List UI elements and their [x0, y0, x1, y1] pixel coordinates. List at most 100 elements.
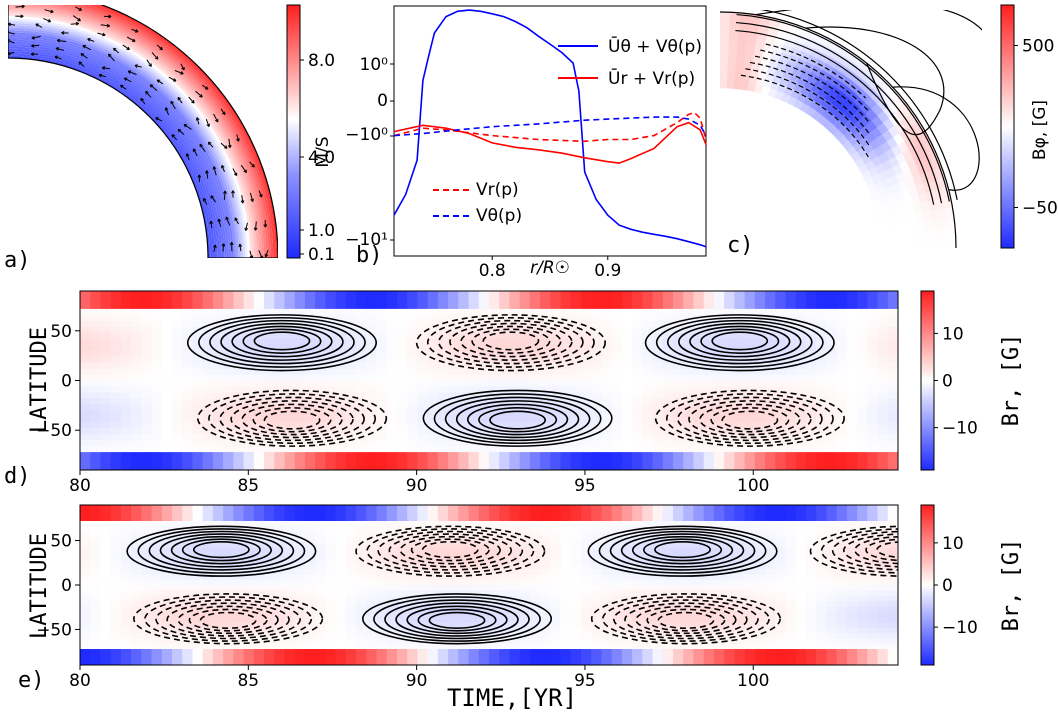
- flow-arrowhead: [98, 73, 103, 78]
- heatmap-cell: [877, 416, 889, 423]
- heatmap-cell: [713, 291, 725, 298]
- flow-arrowhead: [149, 84, 154, 88]
- heatmap-cell: [386, 510, 398, 517]
- heatmap-cell: [110, 654, 122, 661]
- heatmap-cell: [846, 296, 858, 304]
- heatmap-cell: [161, 595, 173, 602]
- heatmap-cell: [141, 595, 153, 602]
- heatmap-cell: [212, 569, 224, 575]
- heatmap-cell: [795, 440, 807, 447]
- heatmap-cell: [110, 574, 122, 581]
- heatmap-cell: [683, 338, 695, 346]
- heatmap-cell: [151, 308, 163, 316]
- heatmap-cell: [356, 627, 367, 634]
- heatmap-cell: [662, 428, 674, 435]
- heatmap-cell: [202, 410, 214, 417]
- heatmap-cell: [120, 356, 132, 364]
- heatmap-cell: [182, 585, 194, 591]
- heatmap-cell: [356, 350, 367, 358]
- heatmap-cell: [683, 649, 695, 655]
- heatmap-cell: [540, 380, 551, 388]
- heatmap-cell: [887, 446, 898, 453]
- heatmap-cell: [581, 585, 592, 591]
- heatmap-cell: [642, 428, 654, 435]
- heatmap-cell: [795, 296, 807, 304]
- heatmap-cell: [499, 296, 511, 304]
- heatmap-cell: [233, 617, 245, 623]
- heatmap-cell: [713, 332, 725, 340]
- heatmap-cell: [458, 659, 470, 665]
- heatmap-cell: [591, 611, 603, 618]
- heatmap-cell: [540, 362, 551, 370]
- heatmap-cell: [540, 595, 551, 602]
- heatmap-cell: [120, 633, 132, 639]
- heatmap-cell: [304, 410, 316, 417]
- heatmap-cell: [489, 553, 500, 559]
- heatmap-cell: [509, 446, 521, 453]
- heatmap-cell: [489, 654, 500, 661]
- heatmap-cell: [652, 622, 664, 629]
- heatmap-cell: [131, 386, 142, 394]
- heatmap-cell: [560, 398, 572, 405]
- heatmap-cell: [407, 617, 419, 623]
- heatmap-cell: [642, 440, 654, 447]
- heatmap-cell: [172, 320, 183, 328]
- heatmap-cell: [192, 458, 204, 465]
- heatmap-cell: [713, 547, 725, 554]
- heatmap-cell: [754, 464, 766, 470]
- panel-b-lines: [393, 9, 707, 248]
- heatmap-cell: [591, 531, 603, 538]
- heatmap-cell: [356, 606, 367, 613]
- heatmap-cell: [161, 308, 173, 316]
- heatmap-cell: [315, 302, 326, 310]
- heatmap-cell: [448, 374, 459, 382]
- heatmap-cell: [120, 434, 132, 441]
- heatmap-cell: [396, 458, 408, 465]
- heatmap-cell: [805, 350, 817, 358]
- heatmap-cell: [550, 558, 562, 565]
- field-cell: [894, 239, 904, 248]
- heatmap-cell: [611, 332, 623, 340]
- heatmap-cell: [703, 537, 715, 543]
- heatmap-cell: [632, 633, 643, 639]
- heatmap-cell: [325, 590, 337, 597]
- heatmap-cell: [591, 452, 603, 459]
- heatmap-cell: [489, 526, 500, 533]
- heatmap-cell: [427, 452, 439, 459]
- heatmap-cell: [233, 505, 245, 511]
- heatmap-cell: [192, 350, 204, 358]
- heatmap-cell: [632, 563, 643, 570]
- heatmap-cell: [161, 611, 173, 618]
- heatmap-cell: [611, 579, 623, 586]
- heatmap-cell: [212, 320, 224, 328]
- heatmap-cell: [90, 308, 102, 316]
- heatmap-cell: [560, 344, 572, 352]
- heatmap-cell: [693, 458, 705, 465]
- heatmap-cell: [683, 392, 695, 399]
- heatmap-cell: [560, 563, 572, 570]
- heatmap-cell: [212, 510, 224, 517]
- heatmap-cell: [857, 464, 868, 470]
- heatmap-cell: [673, 458, 684, 465]
- heatmap-cell: [345, 302, 357, 310]
- heatmap-cell: [80, 452, 91, 459]
- flow-arrow: [113, 47, 119, 54]
- heatmap-cell: [683, 654, 695, 661]
- heatmap-cell: [703, 458, 715, 465]
- heatmap-cell: [448, 553, 459, 559]
- heatmap-cell: [867, 338, 879, 346]
- heatmap-cell: [253, 464, 265, 470]
- heatmap-cell: [448, 291, 459, 298]
- heatmap-cell: [540, 314, 551, 322]
- heatmap-cell: [110, 422, 122, 429]
- flow-arrow: [183, 123, 192, 130]
- heatmap-cell: [315, 521, 326, 527]
- heatmap-cell: [386, 428, 398, 435]
- heatmap-cell: [80, 654, 91, 661]
- heatmap-cell: [529, 505, 541, 511]
- flow-arrowhead: [108, 14, 112, 19]
- contour-negative: [230, 400, 354, 439]
- heatmap-cell: [110, 428, 122, 435]
- heatmap-cell: [100, 526, 112, 533]
- heatmap-cell: [345, 374, 357, 382]
